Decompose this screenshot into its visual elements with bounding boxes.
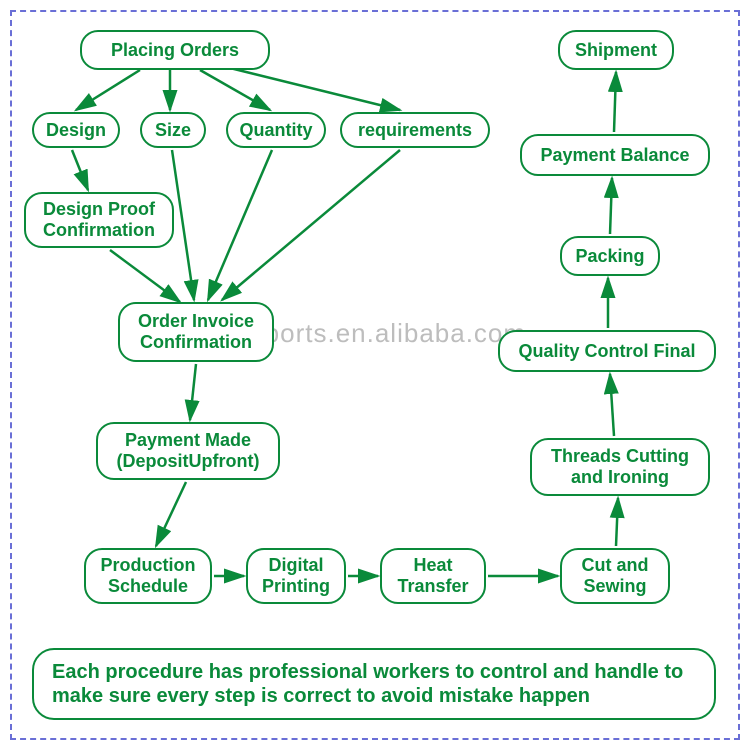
node-production-sched: Production Schedule [84, 548, 212, 604]
node-order-invoice: Order Invoice Confirmation [118, 302, 274, 362]
node-packing: Packing [560, 236, 660, 276]
edge-design_proof-to-order_invoice [110, 250, 180, 302]
edge-placing_orders-to-design [76, 70, 140, 110]
edge-threads_ironing-to-qc_final [610, 374, 614, 436]
node-placing-orders: Placing Orders [80, 30, 270, 70]
caption-box: Each procedure has professional workers … [32, 648, 716, 720]
edge-cut_sewing-to-threads_ironing [616, 498, 618, 546]
node-quantity: Quantity [226, 112, 326, 148]
edge-requirements-to-order_invoice [222, 150, 400, 300]
node-payment-balance: Payment Balance [520, 134, 710, 176]
node-cut-sewing: Cut and Sewing [560, 548, 670, 604]
node-size: Size [140, 112, 206, 148]
node-design-proof: Design Proof Confirmation [24, 192, 174, 248]
edge-placing_orders-to-quantity [200, 70, 270, 110]
edge-packing-to-payment_balance [610, 178, 612, 234]
node-requirements: requirements [340, 112, 490, 148]
node-design: Design [32, 112, 120, 148]
edge-design-to-design_proof [72, 150, 88, 190]
node-digital-printing: Digital Printing [246, 548, 346, 604]
edge-placing_orders-to-requirements [230, 68, 400, 110]
node-heat-transfer: Heat Transfer [380, 548, 486, 604]
node-payment-made: Payment Made (DepositUpfront) [96, 422, 280, 480]
node-qc-final: Quality Control Final [498, 330, 716, 372]
edge-order_invoice-to-payment_made [190, 364, 196, 420]
edge-quantity-to-order_invoice [208, 150, 272, 300]
edge-size-to-order_invoice [172, 150, 194, 300]
caption-text: Each procedure has professional workers … [52, 661, 683, 707]
edge-payment_made-to-production_sched [156, 482, 186, 546]
node-threads-ironing: Threads Cutting and Ironing [530, 438, 710, 496]
flowchart-canvas: milessports.en.alibaba.com Placing Order… [0, 0, 750, 750]
edge-payment_balance-to-shipment [614, 72, 616, 132]
node-shipment: Shipment [558, 30, 674, 70]
